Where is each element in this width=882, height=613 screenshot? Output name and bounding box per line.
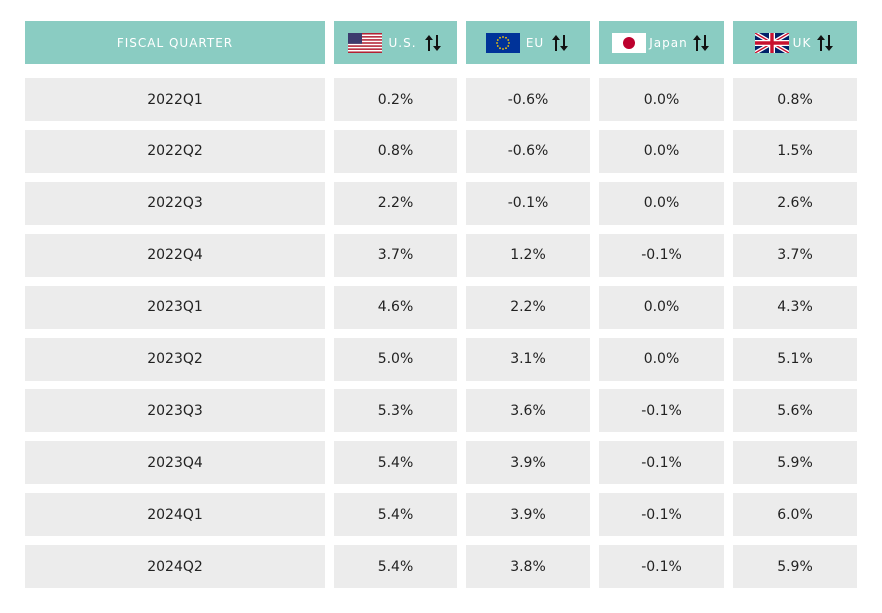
header-cell: EU — [466, 21, 590, 64]
quarter-cell: 2023Q3 — [25, 389, 325, 433]
value-cell: 5.0% — [334, 337, 457, 381]
header-label: UK — [792, 35, 812, 50]
quarter-cell: 2022Q1 — [25, 78, 325, 121]
value-cell: 2.2% — [334, 181, 457, 225]
value-cell: 0.0% — [599, 337, 724, 381]
quarter-cell: 2023Q4 — [25, 441, 325, 485]
header-cell: UK — [733, 21, 857, 64]
value-cell: 5.9% — [733, 545, 857, 589]
quarter-cell: 2024Q2 — [25, 545, 325, 589]
value-cell: -0.1% — [599, 389, 724, 433]
header-label: Japan — [649, 35, 688, 50]
value-cell: 2.6% — [733, 181, 857, 225]
quarter-cell: 2022Q3 — [25, 181, 325, 225]
value-cell: 0.0% — [599, 78, 724, 121]
value-cell: 0.8% — [733, 78, 857, 121]
value-cell: 3.1% — [466, 337, 590, 381]
value-cell: 5.1% — [733, 337, 857, 381]
value-cell: -0.1% — [599, 493, 724, 537]
value-cell: -0.6% — [466, 78, 590, 121]
quarter-cell: 2022Q2 — [25, 129, 325, 173]
value-cell: 0.8% — [334, 129, 457, 173]
value-cell: 5.4% — [334, 545, 457, 589]
value-cell: -0.1% — [599, 233, 724, 277]
value-cell: 4.6% — [334, 285, 457, 329]
value-cell: -0.1% — [599, 545, 724, 589]
sort-button[interactable] — [550, 31, 570, 55]
value-cell: 1.5% — [733, 129, 857, 173]
value-cell: 3.6% — [466, 389, 590, 433]
header-label: FISCAL QUARTER — [116, 35, 234, 50]
uk-flag — [754, 32, 789, 53]
value-cell: -0.1% — [466, 181, 590, 225]
value-cell: 5.4% — [334, 441, 457, 485]
value-cell: 5.3% — [334, 389, 457, 433]
header-label: U.S. — [388, 35, 417, 50]
header-cell: Japan — [599, 21, 724, 64]
value-cell: 3.9% — [466, 441, 590, 485]
japan-flag — [612, 32, 647, 53]
value-cell: 4.3% — [733, 285, 857, 329]
value-cell: 5.9% — [733, 441, 857, 485]
value-cell: 0.0% — [599, 129, 724, 173]
quarter-cell: 2023Q1 — [25, 285, 325, 329]
value-cell: 0.0% — [599, 181, 724, 225]
value-cell: 5.4% — [334, 493, 457, 537]
us-flag — [348, 32, 383, 53]
value-cell: 1.2% — [466, 233, 590, 277]
sort-button[interactable] — [815, 31, 835, 55]
value-cell: 6.0% — [733, 493, 857, 537]
sort-button[interactable] — [691, 31, 711, 55]
eu-flag — [485, 32, 520, 53]
quarter-cell: 2023Q2 — [25, 337, 325, 381]
header-cell: FISCAL QUARTER — [25, 21, 325, 64]
value-cell: 0.2% — [334, 78, 457, 121]
header-label: EU — [525, 35, 545, 50]
quarter-cell: 2024Q1 — [25, 493, 325, 537]
value-cell: -0.6% — [466, 129, 590, 173]
value-cell: 3.7% — [733, 233, 857, 277]
header-cell: U.S. — [334, 21, 457, 64]
value-cell: 2.2% — [466, 285, 590, 329]
value-cell: 5.6% — [733, 389, 857, 433]
value-cell: 3.8% — [466, 545, 590, 589]
sort-button[interactable] — [423, 31, 443, 55]
value-cell: 3.9% — [466, 493, 590, 537]
value-cell: 0.0% — [599, 285, 724, 329]
value-cell: 3.7% — [334, 233, 457, 277]
value-cell: -0.1% — [599, 441, 724, 485]
quarter-cell: 2022Q4 — [25, 233, 325, 277]
